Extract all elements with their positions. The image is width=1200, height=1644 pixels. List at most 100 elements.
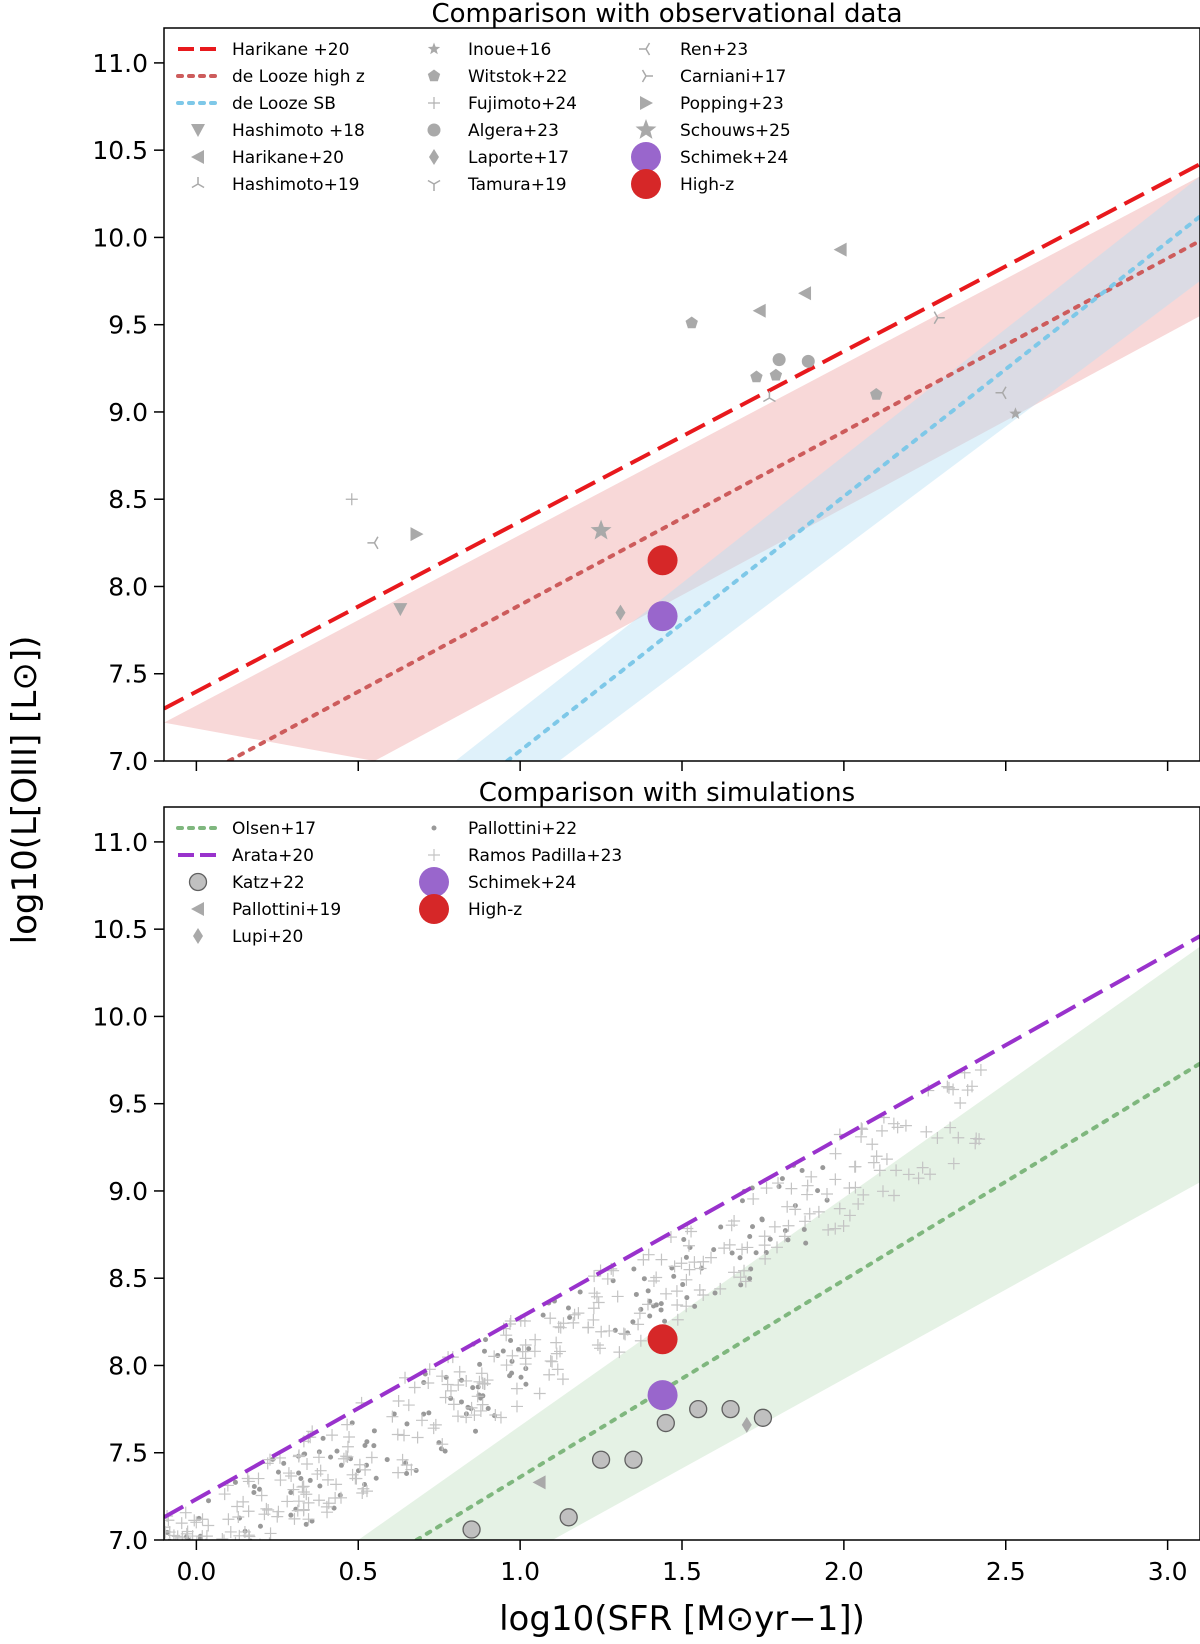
cloud-point: [196, 1530, 209, 1540]
cloud-point: [595, 1325, 608, 1338]
cloud-point: [180, 1527, 193, 1540]
cloud-point: [641, 1276, 647, 1282]
cloud-point: [680, 1300, 693, 1313]
cloud-point: [601, 1272, 614, 1285]
cloud-point: [453, 1365, 466, 1378]
point-witstok-22: [769, 368, 783, 381]
cloud-point: [694, 1262, 707, 1275]
point-harikane-20: [798, 286, 812, 301]
panel-title: Comparison with observational data: [431, 0, 902, 29]
cloud-point: [848, 1160, 861, 1173]
cloud-point: [365, 1451, 378, 1464]
cloud-point: [504, 1315, 517, 1328]
cloud-point: [328, 1454, 334, 1460]
cloud-point: [697, 1289, 710, 1302]
cloud-point: [241, 1472, 254, 1485]
cloud-point: [518, 1374, 524, 1380]
cloud-point: [771, 1241, 784, 1254]
cloud-point: [952, 1131, 965, 1144]
x-axis-label: log10(SFR [M⊙yr−1]): [499, 1599, 865, 1639]
cloud-point: [451, 1410, 464, 1423]
cloud-point: [516, 1345, 529, 1358]
series-witstok-22: [685, 316, 883, 400]
cloud-point: [232, 1479, 238, 1485]
point-harikane-20: [752, 303, 766, 318]
cloud-point: [173, 1541, 185, 1553]
cloud-point: [852, 1197, 865, 1210]
cloud-point: [190, 1516, 203, 1529]
cloud-point: [718, 1224, 724, 1230]
cloud-point: [899, 1119, 912, 1132]
series-hashimoto-18: [393, 603, 408, 617]
y-tick-label: 7.5: [108, 1439, 148, 1468]
cloud-point: [460, 1374, 473, 1387]
cloud-point: [747, 1276, 753, 1282]
y-tick-label: 10.5: [92, 136, 148, 165]
cloud-point: [540, 1312, 546, 1318]
cloud-point: [833, 1202, 846, 1215]
legend-label: Algera+23: [468, 121, 559, 141]
cloud-point: [633, 1291, 639, 1297]
cloud-point: [500, 1359, 513, 1372]
cloud-point: [307, 1477, 313, 1483]
cloud-point: [829, 1173, 842, 1186]
cloud-point: [931, 1131, 944, 1144]
cloud-point: [257, 1486, 263, 1492]
cloud-point: [725, 1219, 738, 1232]
cloud-point: [785, 1182, 798, 1195]
cloud-point: [312, 1451, 325, 1464]
cloud-point: [488, 1350, 501, 1363]
cloud-point: [711, 1247, 717, 1253]
y-axis-label: log10(L[OIII] [L⊙]): [5, 636, 45, 945]
series-ren-23: [367, 386, 1007, 550]
cloud-point: [739, 1275, 752, 1288]
point-schimek-24: [647, 601, 678, 632]
cloud-point: [384, 1457, 390, 1463]
cloud-point: [439, 1391, 452, 1404]
series-harikane-20: [752, 242, 847, 318]
cloud-point: [916, 1161, 929, 1174]
cloud-point: [660, 1287, 673, 1300]
legend-item-arata-20: Arata+20: [178, 846, 314, 866]
legend-swatch: [429, 149, 439, 165]
cloud-point: [234, 1541, 246, 1553]
cloud-point: [175, 1535, 177, 1540]
cloud-point: [413, 1468, 419, 1474]
cloud-point: [594, 1342, 607, 1355]
cloud-point: [753, 1250, 759, 1256]
cloud-point: [196, 1545, 208, 1557]
cloud-point: [739, 1198, 745, 1204]
legend-item-schimek-24: Schimek+24: [419, 867, 576, 897]
cloud-point: [427, 1422, 440, 1435]
cloud-point: [683, 1263, 696, 1276]
cloud-point: [474, 1404, 487, 1417]
cloud-point: [398, 1429, 411, 1442]
cloud-point: [217, 1553, 229, 1565]
cloud-point: [588, 1287, 601, 1300]
cloud-point: [329, 1492, 342, 1504]
legend-swatch: [193, 928, 203, 944]
cloud-point: [738, 1264, 751, 1277]
cloud-point: [320, 1435, 326, 1441]
cloud-point: [760, 1182, 773, 1195]
cloud-point: [681, 1236, 687, 1242]
cloud-point: [391, 1428, 404, 1441]
cloud-point: [821, 1187, 834, 1200]
legend-label: Laporte+17: [468, 148, 569, 168]
cloud-point: [317, 1483, 323, 1489]
cloud-point: [587, 1313, 600, 1326]
cloud-point: [187, 1542, 199, 1554]
panel-title: Comparison with simulations: [479, 778, 855, 808]
legend-label: Pallottini+19: [232, 900, 341, 920]
y-tick-label: 8.0: [108, 572, 148, 601]
cloud-point: [747, 1233, 753, 1239]
legend-swatch: [188, 872, 208, 892]
cloud-point: [271, 1510, 284, 1523]
cloud-point: [202, 1519, 215, 1532]
cloud-point: [747, 1192, 760, 1205]
legend-item-witstok-22: Witstok+22: [427, 67, 567, 87]
cloud-point: [778, 1230, 791, 1243]
point-carniani-17: [933, 311, 945, 325]
cloud-point: [873, 1164, 886, 1177]
